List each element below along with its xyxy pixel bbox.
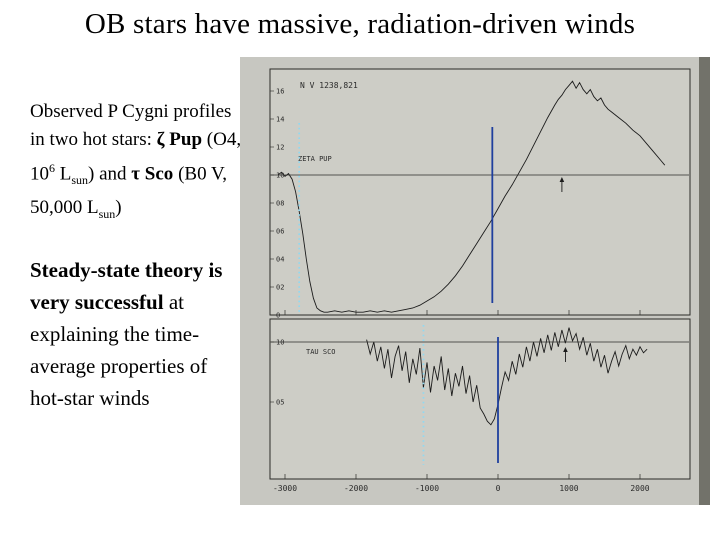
y-tick-label: 06 (276, 228, 284, 236)
x-tick-label: 0 (496, 484, 501, 493)
y-tick-label: 02 (276, 284, 284, 292)
wavelength-arrowhead (559, 177, 565, 182)
x-tick-label: 1000 (559, 484, 578, 493)
subscript-sun-2: sun (98, 206, 116, 221)
intro-paragraph: Observed P Cygni profiles in two hot sta… (30, 98, 242, 228)
x-tick-label: -3000 (273, 484, 297, 493)
claim-rest-text: at explaining the time-average propertie… (30, 289, 208, 410)
zeta-pup-panel (269, 68, 691, 316)
claim-paragraph: Steady-state theory is very successful a… (30, 254, 242, 414)
zeta-pup-name: ζ Pup (156, 129, 203, 150)
intro-text-6: ) (115, 197, 122, 219)
y-tick-label: 10 (276, 339, 284, 347)
claim-bold-text: Steady-state theory is very successful (30, 257, 223, 314)
line-id-label: N V 1238,821 (300, 81, 358, 90)
wavelength-arrowhead (563, 347, 568, 352)
tau-sco-label: TAU SCO (306, 348, 336, 356)
intro-text-1: Observed P Cygni profiles in two hot sta… (30, 101, 232, 150)
y-tick-label: 04 (276, 256, 284, 264)
x-tick-label: 2000 (630, 484, 649, 493)
y-tick-label: 08 (276, 200, 284, 208)
y-tick-label: 14 (276, 116, 284, 124)
y-tick-label: 05 (276, 399, 284, 407)
intro-text-5: (B0 V, 50,000 L (30, 163, 227, 219)
zeta-pup-label: ZETA PUP (298, 155, 332, 163)
y-tick-label: 16 (276, 88, 284, 96)
y-tick-label: 0 (276, 312, 280, 320)
intro-text-3: L (55, 163, 72, 185)
x-tick-label: -1000 (415, 484, 439, 493)
spectra-figure: N V 1238,821 ZETA PUP TAU SCO 16 14 12 10 08… (240, 57, 710, 505)
tau-sco-panel (269, 318, 691, 480)
y-tick-label: 10 (276, 172, 284, 180)
tau-sco-name: τ Sco (131, 163, 174, 185)
page-title: OB stars have massive, radiation-driven … (84, 8, 636, 40)
text-column: Observed P Cygni profiles in two hot sta… (30, 98, 242, 414)
intro-text-2: (O4, 10 (30, 129, 242, 185)
exponent-6: 6 (49, 161, 55, 175)
scan-edge-shadow (699, 57, 710, 505)
intro-text-4: ) and (88, 163, 132, 185)
tau-sco-spectrum (366, 327, 648, 426)
subscript-sun-1: sun (71, 173, 89, 188)
y-tick-label: 12 (276, 144, 284, 152)
x-tick-label: -2000 (344, 484, 368, 493)
zeta-pup-spectrum (277, 80, 666, 313)
